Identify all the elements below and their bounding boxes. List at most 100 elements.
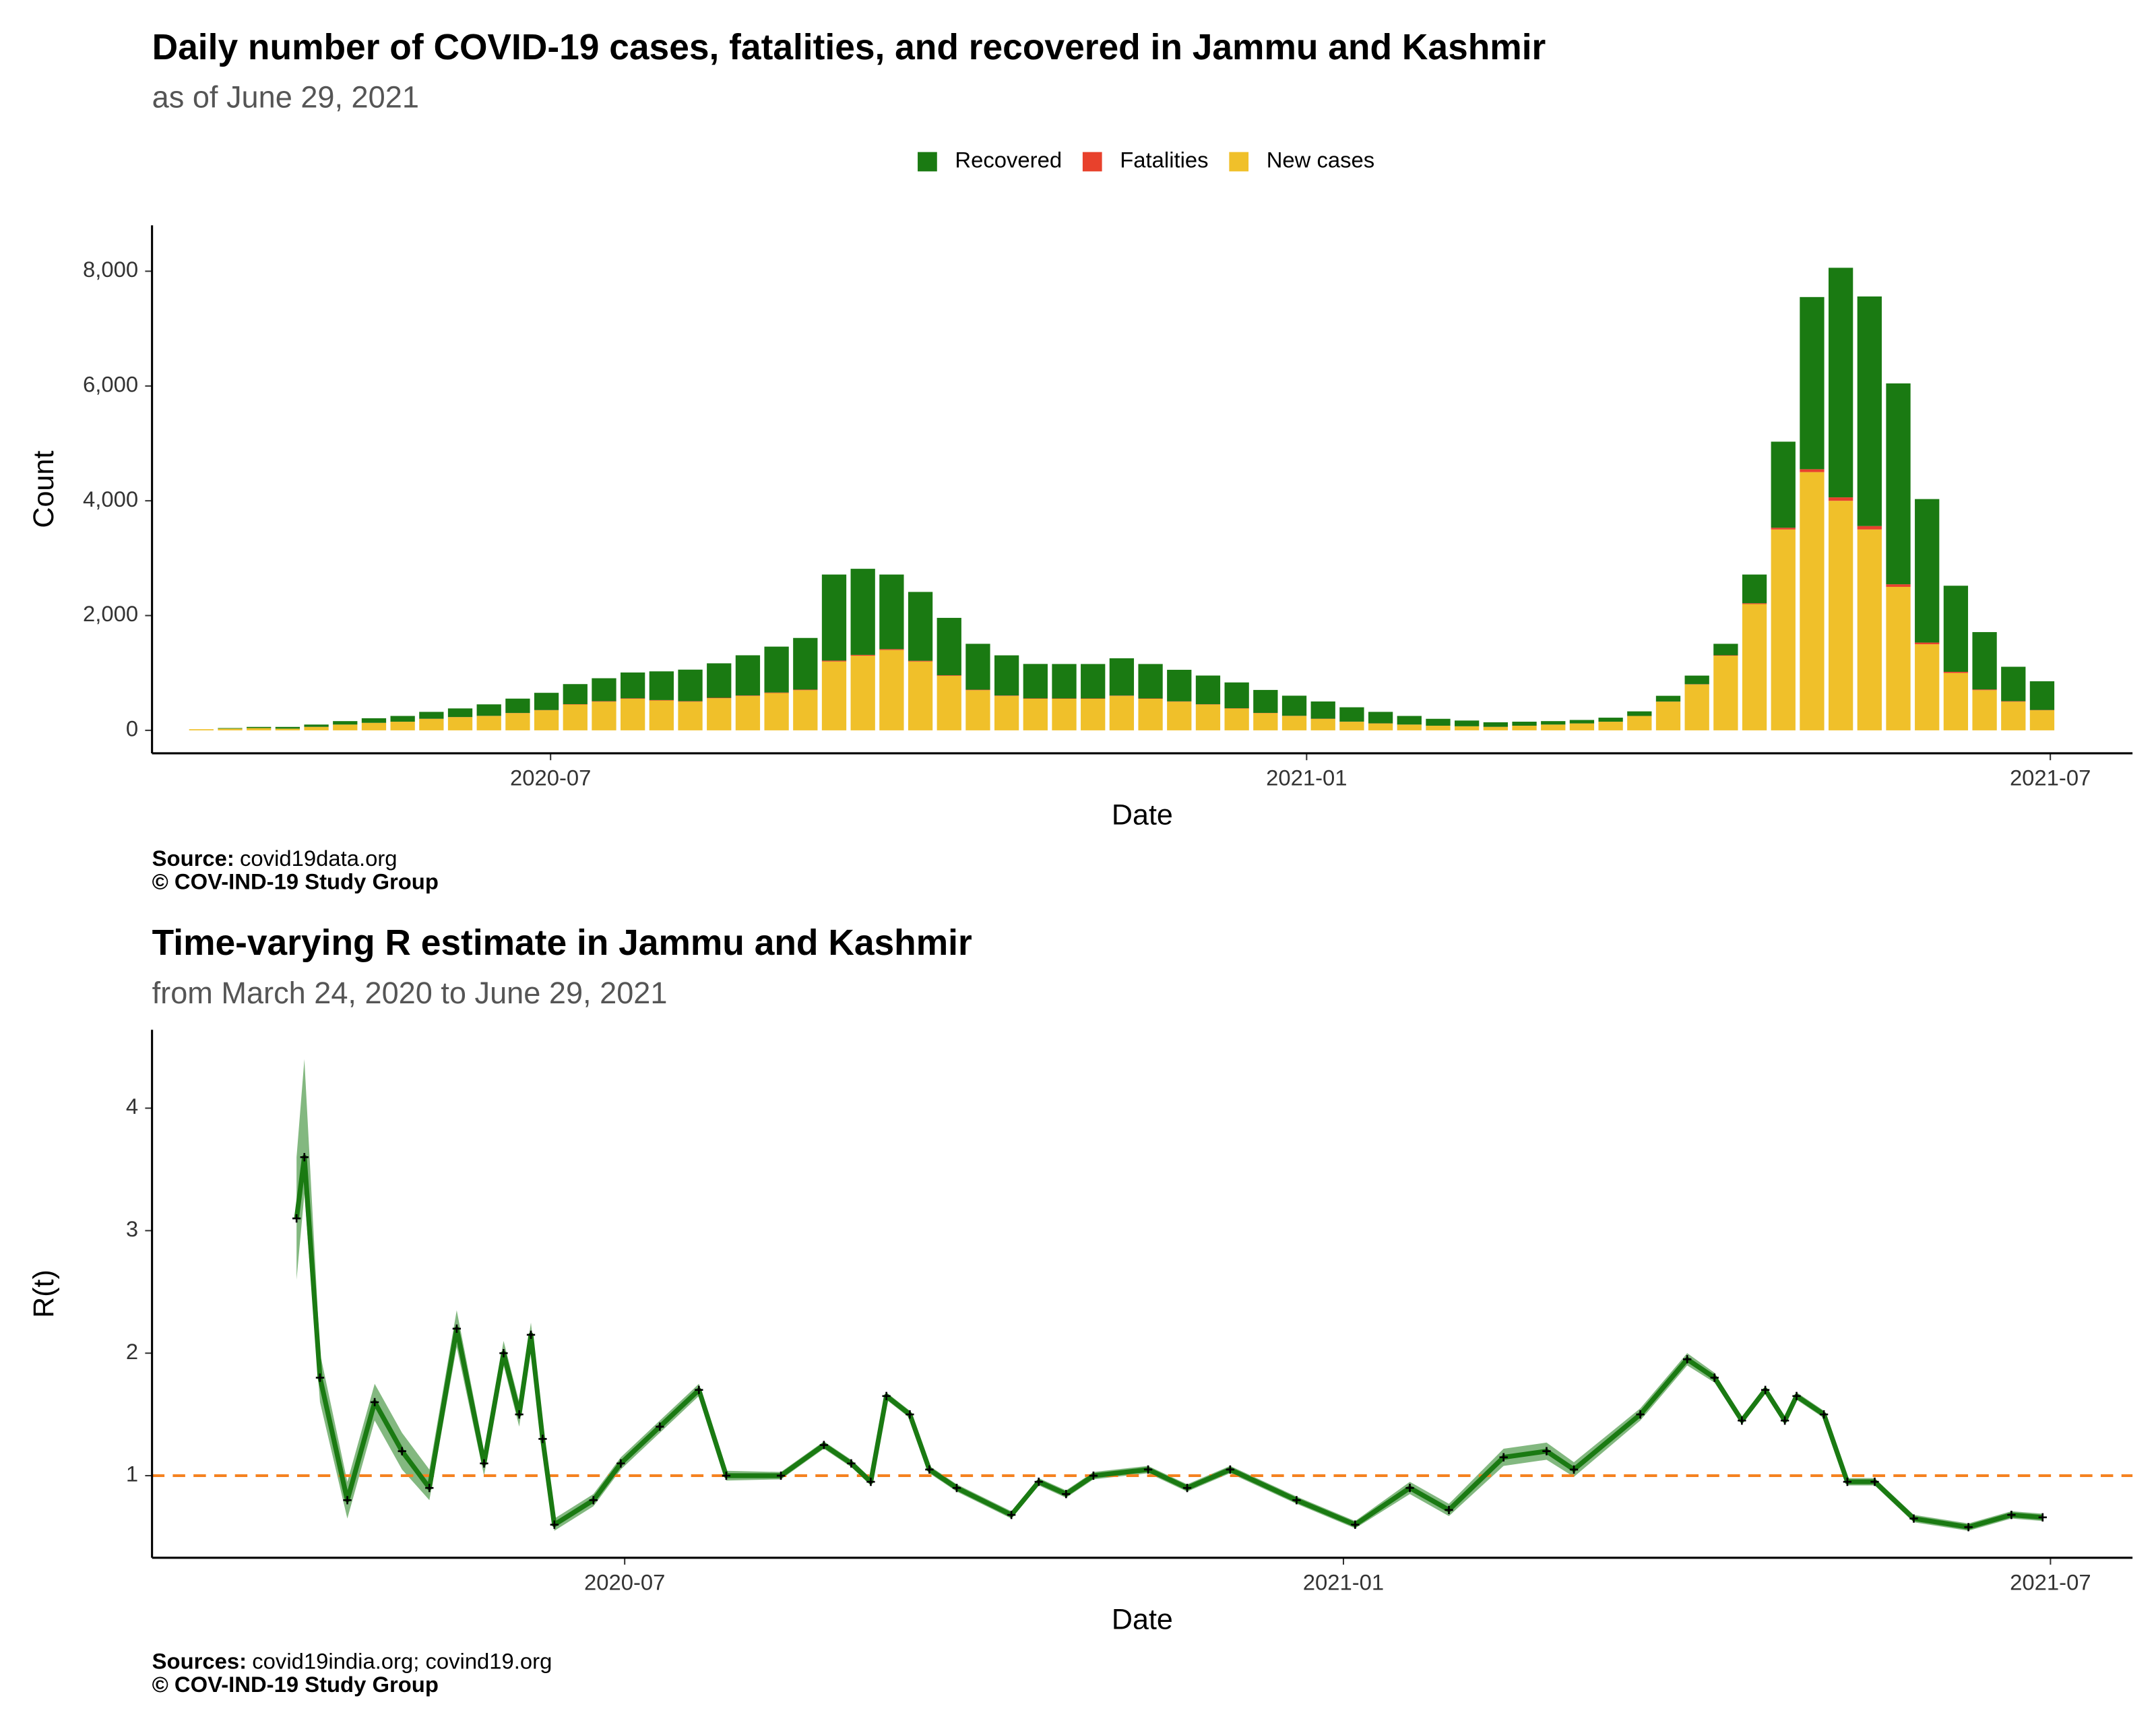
bar-segment bbox=[1281, 695, 1307, 716]
point-cross bbox=[656, 1422, 664, 1431]
point-cross bbox=[1499, 1453, 1508, 1462]
bar-segment bbox=[965, 690, 990, 730]
legend-swatch bbox=[1229, 152, 1249, 172]
bar-segment bbox=[1598, 722, 1623, 730]
point-cross bbox=[370, 1398, 379, 1407]
legend-swatch bbox=[1082, 152, 1102, 172]
point-cross bbox=[616, 1459, 625, 1468]
bar-segment bbox=[965, 689, 990, 691]
x-tick-label: 2021-01 bbox=[1303, 1569, 1384, 1594]
bar-segment bbox=[649, 671, 674, 700]
bar-segment bbox=[419, 712, 444, 719]
point-cross bbox=[480, 1459, 488, 1468]
bar-segment bbox=[1828, 268, 1853, 498]
bar-segment bbox=[1023, 699, 1048, 730]
bar-segment bbox=[2001, 701, 2026, 702]
bar-segment bbox=[1455, 726, 1480, 730]
bar-segment bbox=[419, 718, 444, 730]
y-tick-label: 2,000 bbox=[83, 601, 138, 626]
legend-label: Recovered bbox=[955, 148, 1062, 172]
bar-segment bbox=[735, 695, 761, 696]
point-cross bbox=[1819, 1410, 1829, 1419]
point-cross bbox=[1007, 1511, 1016, 1519]
point-cross bbox=[425, 1484, 434, 1493]
bar-segment bbox=[1052, 664, 1077, 699]
point-cross bbox=[1710, 1373, 1719, 1382]
y-axis-title: Count bbox=[28, 451, 60, 528]
bar-segment bbox=[937, 675, 961, 730]
bar-segment bbox=[908, 592, 933, 661]
bar-segment bbox=[1339, 722, 1364, 730]
bar-segment bbox=[1541, 724, 1566, 730]
bar-segment bbox=[678, 701, 703, 730]
x-axis-title: Date bbox=[1112, 1604, 1173, 1636]
bar-segment bbox=[1886, 383, 1911, 585]
bar-segment bbox=[1109, 658, 1135, 696]
point-cross bbox=[722, 1471, 731, 1480]
bar-segment bbox=[1483, 726, 1509, 730]
y-tick-label: 4,000 bbox=[83, 487, 138, 511]
bar-segment bbox=[994, 655, 1019, 696]
bar-segment bbox=[505, 713, 530, 730]
point-cross bbox=[589, 1496, 598, 1505]
point-cross bbox=[550, 1520, 559, 1529]
source-label: Sources: bbox=[152, 1648, 247, 1673]
bar-segment bbox=[1742, 574, 1767, 604]
confidence-band bbox=[296, 1059, 2043, 1531]
point-cross bbox=[538, 1435, 547, 1443]
point-cross bbox=[1143, 1465, 1153, 1474]
bar-segment bbox=[1684, 675, 1709, 685]
bar-segment bbox=[2001, 666, 2026, 701]
bar-segment bbox=[1655, 695, 1681, 702]
bar-segment bbox=[1023, 698, 1048, 699]
bar-segment bbox=[1915, 644, 1940, 730]
y-tick-label: 2 bbox=[126, 1339, 138, 1364]
bar-segment bbox=[879, 650, 904, 730]
bar-segment bbox=[1972, 632, 1997, 690]
bar-segment bbox=[1138, 664, 1163, 699]
bar-segment bbox=[304, 726, 329, 730]
bar-segment bbox=[390, 716, 415, 722]
bar-segment bbox=[1397, 716, 1422, 725]
point-cross bbox=[1964, 1523, 1973, 1532]
bar-segment bbox=[994, 695, 1019, 696]
bar-segment bbox=[505, 698, 530, 714]
bar-segment bbox=[1109, 695, 1135, 696]
point-cross bbox=[1292, 1496, 1301, 1505]
x-tick-label: 2021-07 bbox=[2010, 765, 2091, 790]
bar-segment bbox=[563, 704, 588, 730]
bar-segment bbox=[1972, 689, 1997, 691]
bar-segment bbox=[1339, 707, 1364, 722]
bar-segment bbox=[361, 718, 387, 723]
point-cross bbox=[1542, 1447, 1551, 1455]
bar-segment bbox=[850, 656, 875, 730]
bar-segment bbox=[1023, 664, 1048, 699]
bar-segment bbox=[621, 699, 645, 730]
bar-segment bbox=[563, 704, 588, 705]
point-cross bbox=[315, 1373, 325, 1382]
point-cross bbox=[1761, 1385, 1770, 1394]
bar-segment bbox=[1195, 704, 1221, 730]
bar-segment bbox=[1742, 604, 1767, 730]
point-cross bbox=[300, 1153, 309, 1162]
bar-segment bbox=[821, 574, 847, 661]
bar-segment bbox=[1569, 720, 1595, 724]
y-tick-label: 6,000 bbox=[83, 372, 138, 397]
bar-segment bbox=[333, 724, 358, 730]
point-cross bbox=[1445, 1505, 1453, 1515]
source-label: Source: bbox=[152, 846, 234, 871]
bar-segment bbox=[793, 689, 818, 691]
point-cross bbox=[2038, 1513, 2047, 1522]
bar-segment bbox=[1627, 711, 1652, 716]
point-cross bbox=[499, 1349, 508, 1358]
bar-segment bbox=[1857, 526, 1882, 530]
bar-segment bbox=[1828, 497, 1853, 501]
bar-segment bbox=[793, 637, 818, 690]
point-cross bbox=[906, 1410, 914, 1419]
bar-segment bbox=[850, 654, 875, 656]
bar-segment bbox=[447, 708, 473, 718]
bar-segment bbox=[1713, 655, 1738, 656]
bar-segment bbox=[1771, 529, 1796, 730]
point-cross bbox=[1780, 1416, 1789, 1425]
